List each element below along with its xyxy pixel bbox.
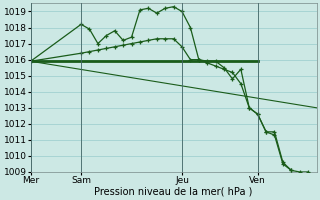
X-axis label: Pression niveau de la mer( hPa ): Pression niveau de la mer( hPa ) xyxy=(94,187,253,197)
